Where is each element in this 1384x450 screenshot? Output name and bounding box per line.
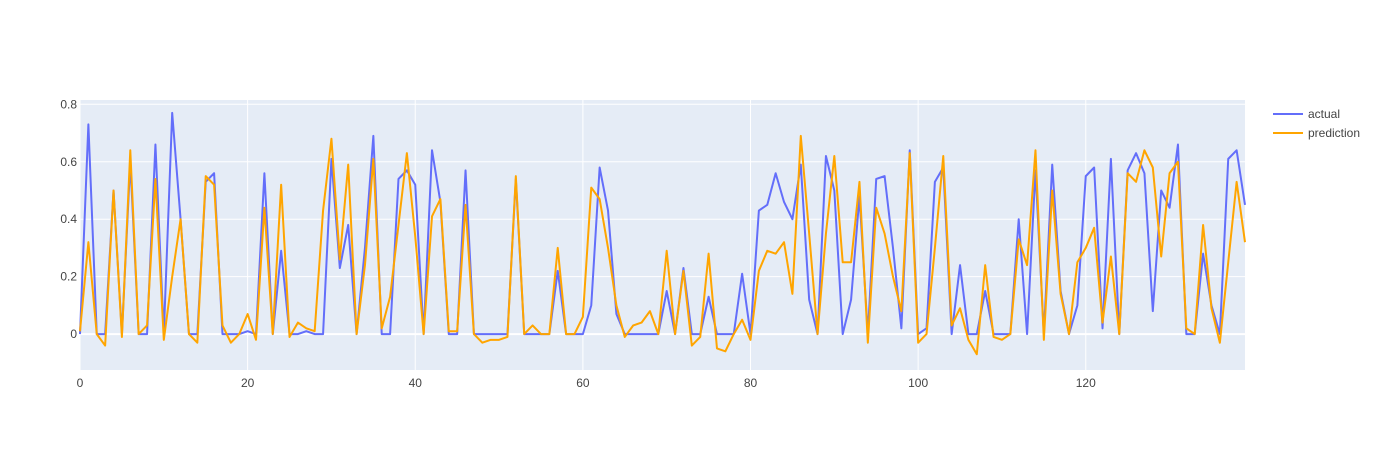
y-tick-label: 0.8 bbox=[60, 97, 77, 111]
series-line-prediction bbox=[79, 134, 1246, 356]
y-tick-label: 0.2 bbox=[60, 270, 77, 284]
x-tick-label: 40 bbox=[409, 376, 423, 390]
legend-item-prediction[interactable]: prediction bbox=[1273, 126, 1360, 140]
legend-label: prediction bbox=[1308, 126, 1360, 140]
axis-ticks: 0 20 40 60 80 100 120 0 0.2 0.4 0.6 0.8 bbox=[60, 97, 1096, 390]
y-tick-label: 0.6 bbox=[60, 155, 77, 169]
y-tick-label: 0.4 bbox=[60, 212, 77, 226]
legend-item-actual[interactable]: actual bbox=[1273, 107, 1340, 121]
legend-label: actual bbox=[1308, 107, 1340, 121]
x-tick-label: 0 bbox=[77, 376, 84, 390]
series-lines bbox=[79, 111, 1246, 356]
x-tick-label: 60 bbox=[576, 376, 590, 390]
y-tick-label: 0 bbox=[70, 327, 77, 341]
x-tick-label: 20 bbox=[241, 376, 255, 390]
x-tick-label: 100 bbox=[908, 376, 928, 390]
legend[interactable]: actual prediction bbox=[1273, 107, 1360, 140]
x-tick-label: 80 bbox=[744, 376, 758, 390]
x-tick-label: 120 bbox=[1076, 376, 1096, 390]
